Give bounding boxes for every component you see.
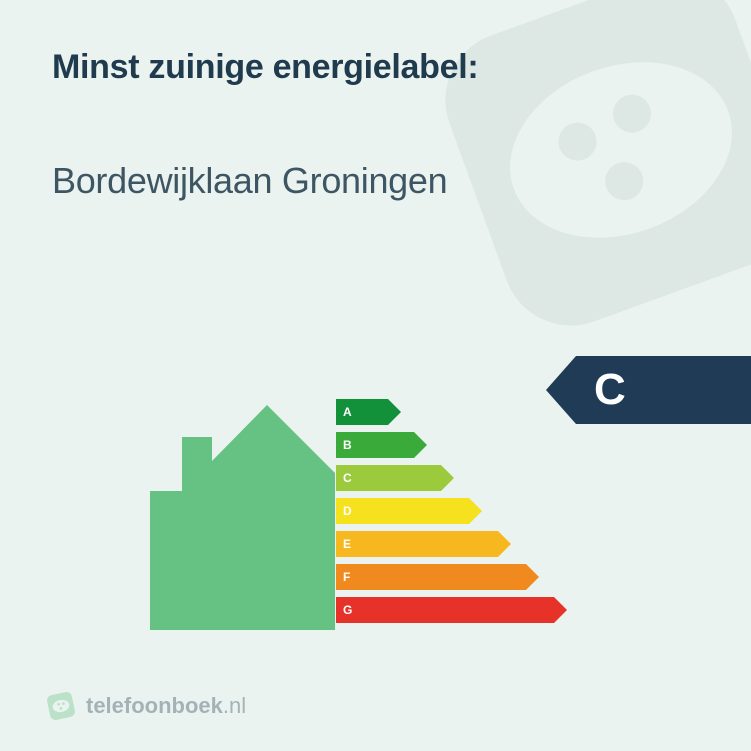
house-icon — [150, 395, 335, 630]
address-subtitle: Bordewijklaan Groningen — [52, 160, 447, 202]
energy-bar-label: C — [343, 465, 352, 491]
selected-energy-label: C — [546, 356, 751, 424]
energy-bar-label: F — [343, 564, 350, 590]
brand-text-bold: telefoonboek — [86, 693, 223, 718]
selected-label-letter: C — [594, 365, 626, 415]
selected-label-arrow — [546, 356, 576, 424]
energy-bar-label: G — [343, 597, 352, 623]
energy-bar-label: E — [343, 531, 351, 557]
brand-icon — [46, 691, 76, 721]
energy-bars-group: ABCDEFG — [336, 399, 636, 629]
page-title: Minst zuinige energielabel: — [52, 48, 478, 87]
energy-bar-body — [336, 564, 526, 590]
energy-bar-label: D — [343, 498, 352, 524]
energy-bar-label: A — [343, 399, 352, 425]
energy-bar-body — [336, 531, 498, 557]
footer-branding: telefoonboek.nl — [46, 691, 246, 721]
brand-text-rest: .nl — [223, 693, 246, 718]
brand-text: telefoonboek.nl — [86, 693, 246, 719]
energy-bar-label: B — [343, 432, 352, 458]
energy-bar-body — [336, 498, 469, 524]
energy-bar-body — [336, 597, 554, 623]
selected-label-body: C — [576, 356, 751, 424]
